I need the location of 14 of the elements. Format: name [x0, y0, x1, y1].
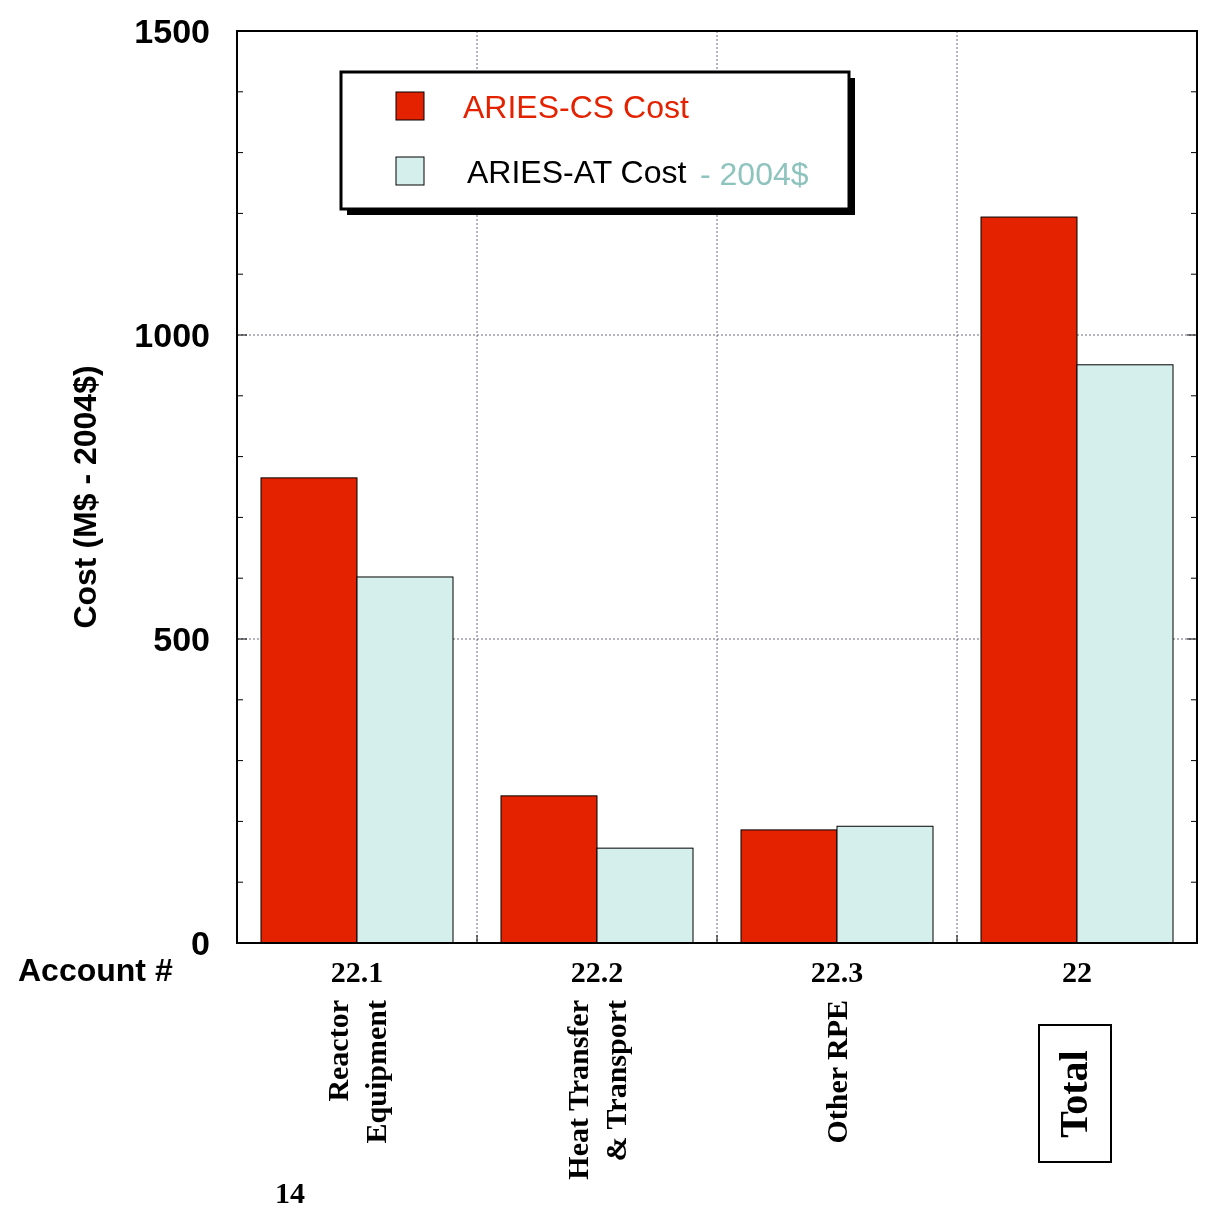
category-label: 22 Total: [1051, 955, 1096, 1138]
text: Account #: [18, 952, 173, 989]
y-tick-label: 500: [153, 619, 210, 658]
x-tick-label: 22.3 Other RPE: [810, 955, 864, 1144]
y-axis-title: Cost (M$ - 2004$): [67, 365, 103, 629]
x-tick-label: 22.1 Reactor Equipment: [321, 955, 392, 1144]
x-tick-label: 22.2 Heat Transfer & Transport: [561, 955, 632, 1180]
legend-label: ARIES-CS Cost: [463, 89, 689, 126]
annotation: - 2004$: [700, 156, 809, 193]
y-tick-label: 1500: [134, 11, 210, 50]
y-tick-label: 1000: [134, 315, 210, 354]
y-tick-label: 0: [191, 923, 210, 962]
text: 14: [275, 1175, 305, 1207]
legend-label: ARIES-AT Cost: [467, 154, 687, 191]
